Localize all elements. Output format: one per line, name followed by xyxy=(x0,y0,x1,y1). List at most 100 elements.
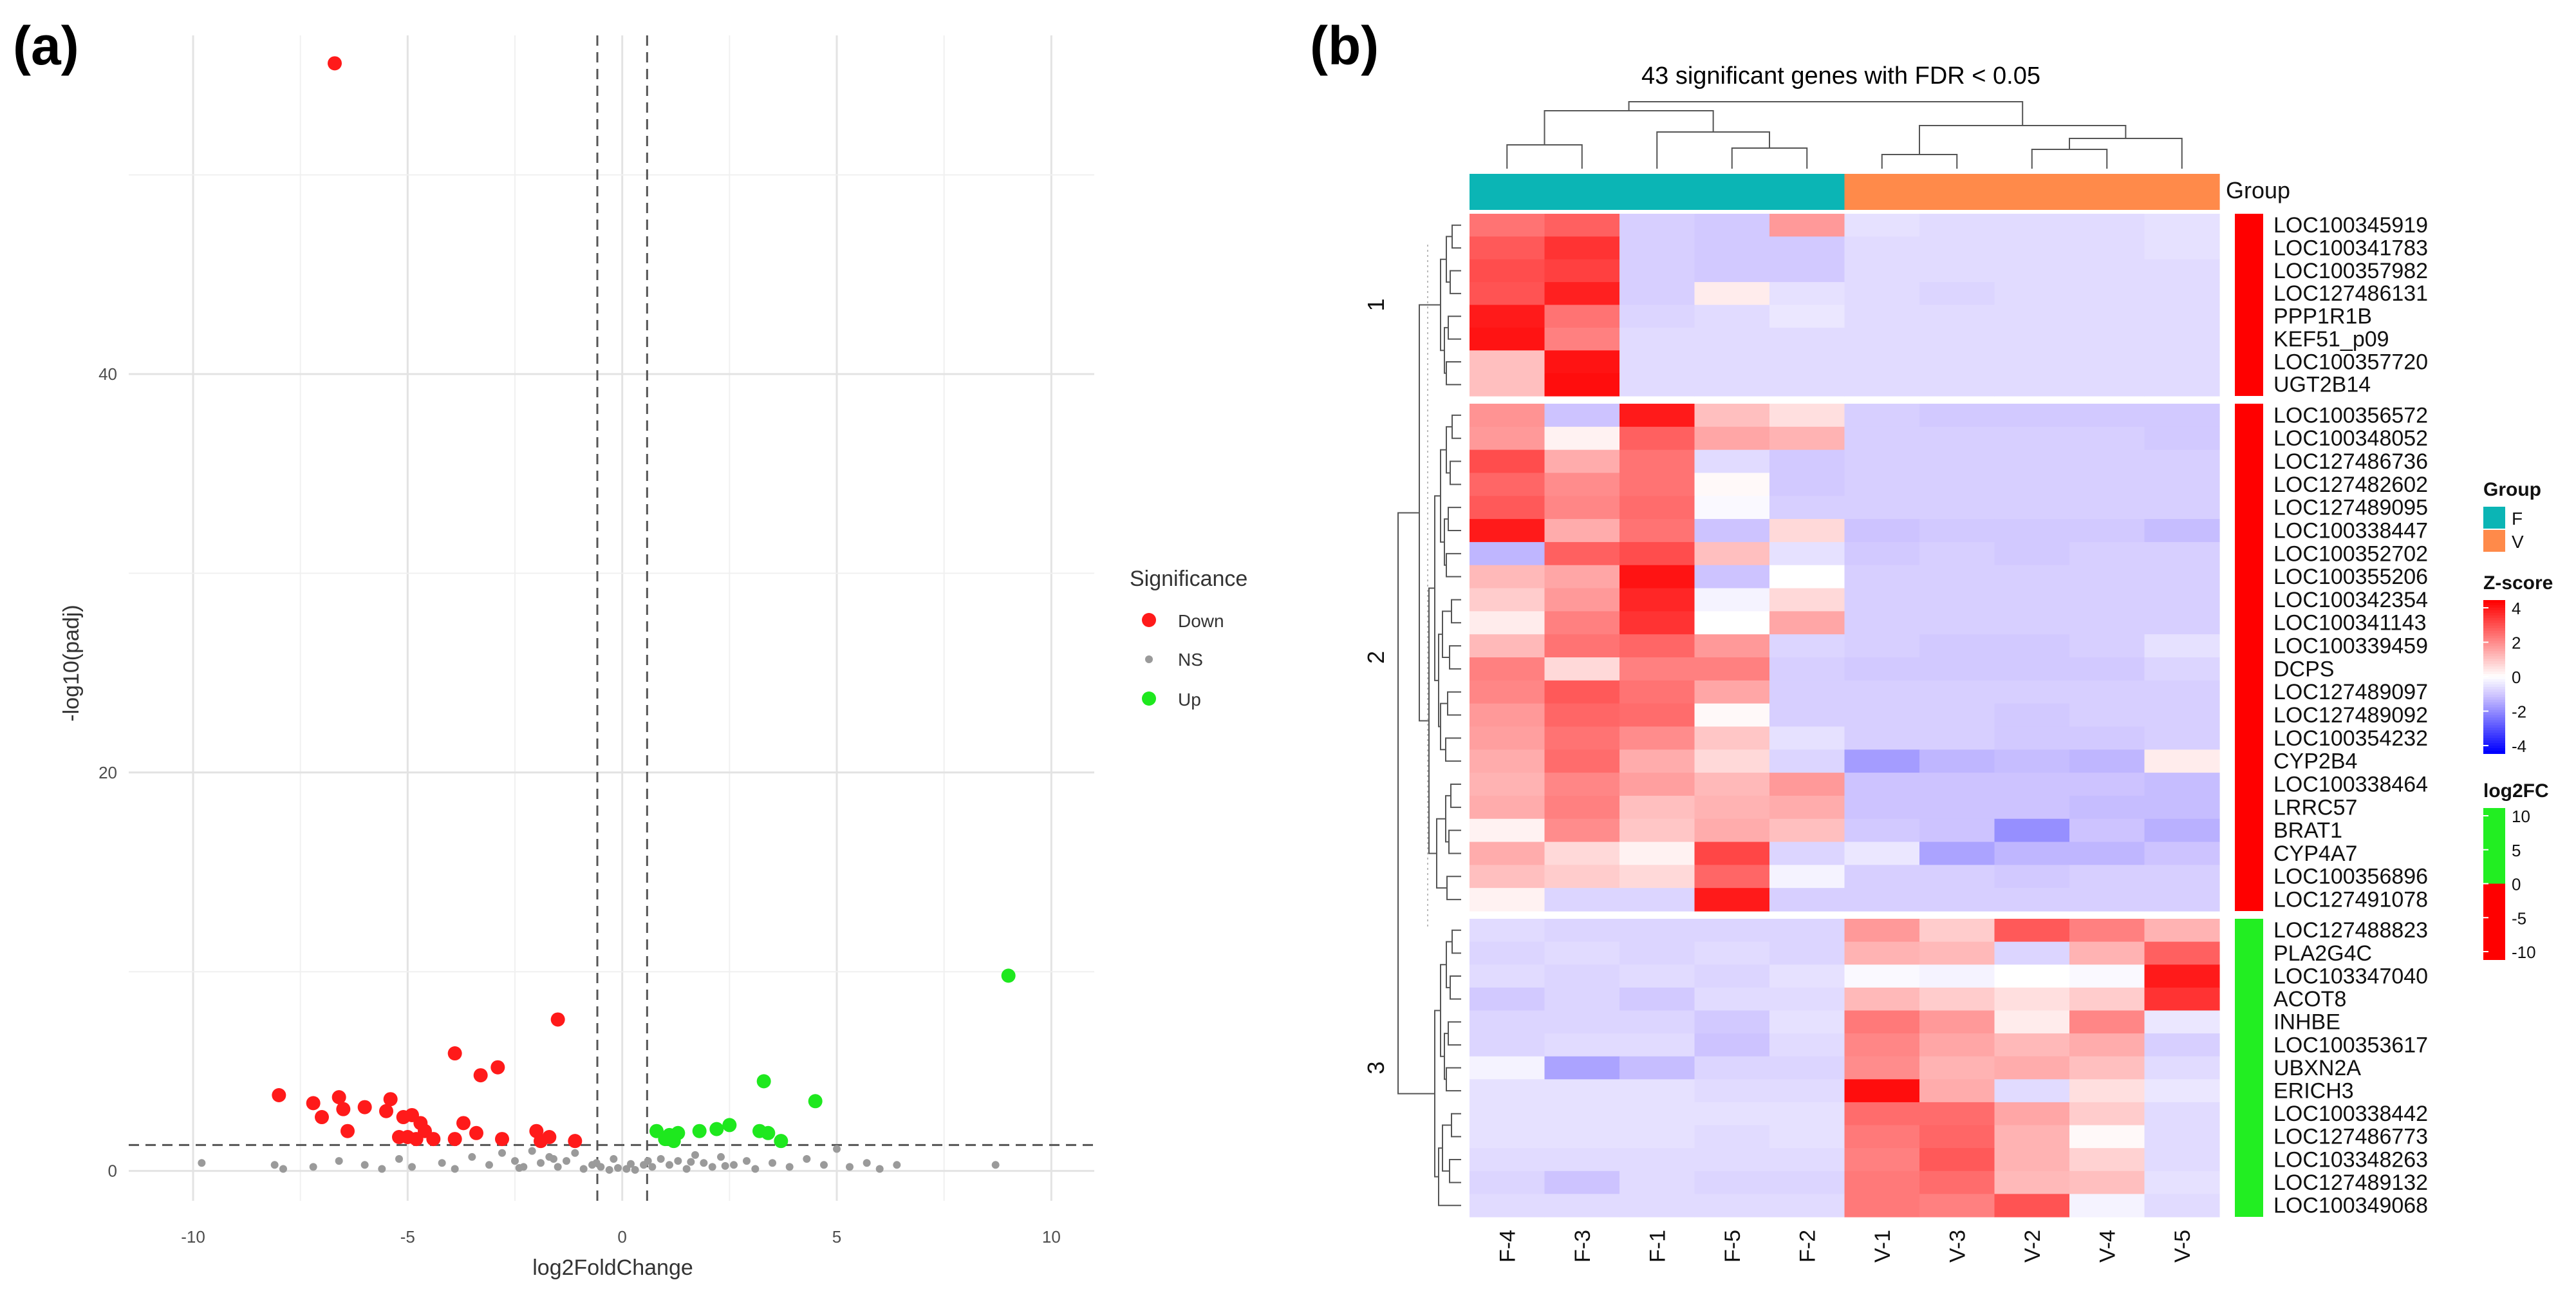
heatmap-cell xyxy=(1544,1033,1620,1057)
heatmap-cell xyxy=(1470,773,1545,796)
point-down xyxy=(392,1129,406,1144)
heatmap-cell xyxy=(1694,1056,1770,1080)
zscore-colorbar-step xyxy=(2483,607,2505,611)
log2fc-colorbar-step xyxy=(2483,939,2505,943)
gene-label: LOC127489092 xyxy=(2273,703,2428,728)
row-dendro-branch xyxy=(1446,552,1461,578)
heatmap-cell xyxy=(1919,964,1995,988)
heatmap-cell xyxy=(1694,1148,1770,1172)
heatmap-cell xyxy=(1919,305,1995,328)
log2fc-colorbar-step xyxy=(2483,863,2505,867)
gene-label: UBXN2A xyxy=(2273,1056,2361,1080)
zscore-colorbar-step xyxy=(2483,702,2505,706)
heatmap-cell xyxy=(1769,964,1845,988)
gene-label: LOC100357720 xyxy=(2273,350,2428,374)
heatmap-cell xyxy=(1470,726,1545,750)
log2fc-bar-3 xyxy=(2235,919,2263,1217)
log2fc-colorbar-step xyxy=(2483,908,2505,912)
heatmap-cell xyxy=(1619,611,1695,635)
heatmap-cell xyxy=(1619,1079,1695,1103)
log2fc-colorbar-step xyxy=(2483,848,2505,852)
heatmap-cell xyxy=(2144,818,2220,843)
heatmap-cell xyxy=(1994,842,2070,865)
heatmap-cell xyxy=(1919,1079,1995,1103)
volcano-tick-labels: -10 -5 0 5 10 0 20 40 xyxy=(98,364,1061,1246)
row-dendro-branch xyxy=(1451,1113,1461,1138)
log2fc-colorbar-step xyxy=(2483,916,2505,920)
heatmap-cell xyxy=(2144,1102,2220,1126)
sample-label: V-1 xyxy=(1871,1230,1895,1263)
heatmap-cell xyxy=(1769,1125,1845,1149)
heatmap-cell xyxy=(1994,404,2070,428)
point-ns xyxy=(563,1157,570,1165)
heatmap-cell xyxy=(1769,305,1845,328)
zscore-colorbar-step xyxy=(2483,638,2505,642)
point-ns xyxy=(515,1163,523,1172)
heatmap-cell xyxy=(2069,496,2145,520)
heatmap-cell xyxy=(2144,726,2220,750)
heatmap-cell xyxy=(1919,282,1995,306)
group-annotation-cell xyxy=(1844,174,1920,210)
row-dendro-branch xyxy=(1440,702,1448,751)
x-tick-label: 10 xyxy=(1042,1227,1061,1246)
heatmap-cell xyxy=(1694,236,1770,260)
column-dendrogram xyxy=(1506,101,2183,169)
heatmap-cell xyxy=(1694,657,1770,681)
heatmap-cell xyxy=(1769,373,1845,397)
zscore-colorbar-step xyxy=(2483,740,2505,744)
heatmap-cell xyxy=(1769,1171,1845,1194)
heatmap-cell xyxy=(2069,865,2145,889)
heatmap-cell xyxy=(1470,1171,1545,1194)
heatmap-cell xyxy=(1619,1102,1695,1126)
log2fc-colorbar-step xyxy=(2483,856,2505,860)
heatmap-cell xyxy=(1919,1102,1995,1126)
log2fc-colorbar-step xyxy=(2483,952,2505,955)
heatmap-cell xyxy=(1544,541,1620,566)
zscore-colorbar-step xyxy=(2483,623,2505,626)
volcano-points xyxy=(198,56,1016,1174)
heatmap-cell xyxy=(2144,519,2220,543)
heatmap-cell xyxy=(1769,611,1845,635)
log2fc-colorbar-step xyxy=(2483,891,2505,895)
heatmap-cell xyxy=(1844,611,1920,635)
heatmap-cell xyxy=(1769,987,1845,1011)
group-annotation-bar xyxy=(1470,174,2220,210)
heatmap-cell xyxy=(1544,657,1620,681)
log2fc-colorbar-step xyxy=(2483,818,2505,822)
heatmap-cell xyxy=(1844,795,1920,820)
heatmap-cell xyxy=(1769,680,1845,704)
group-annotation-cell xyxy=(1919,174,1995,210)
heatmap-cell xyxy=(1844,305,1920,328)
point-ns xyxy=(498,1149,506,1157)
heatmap-cell xyxy=(1544,1194,1620,1218)
heatmap-cell xyxy=(1919,703,1995,728)
heatmap-cell xyxy=(1619,426,1695,451)
heatmap-cell xyxy=(1769,496,1845,520)
heatmap-cell xyxy=(1844,634,1920,658)
heatmap-cell xyxy=(1470,1125,1545,1149)
gene-label: ACOT8 xyxy=(2273,987,2346,1011)
gene-label: LOC127491078 xyxy=(2273,888,2428,912)
log2fc-colorbar-step xyxy=(2483,828,2505,832)
gene-label: PPP1R1B xyxy=(2273,305,2372,329)
heatmap-cell xyxy=(1470,795,1545,820)
heatmap-cell xyxy=(1844,214,1920,237)
gene-label: LOC127489095 xyxy=(2273,496,2428,520)
heatmap-cell xyxy=(1619,941,1695,965)
heatmap-cell xyxy=(1994,987,2070,1011)
heatmap-cell xyxy=(1694,726,1770,750)
group-legend-v-label: V xyxy=(2512,532,2524,552)
point-ns xyxy=(691,1151,699,1159)
log2fc-colorbar-step xyxy=(2483,894,2505,898)
heatmap-cell xyxy=(1694,404,1770,428)
heatmap-cell xyxy=(1619,634,1695,658)
heatmap-cell xyxy=(1694,888,1770,912)
heatmap-cell xyxy=(1994,519,2070,543)
heatmap-cell xyxy=(1470,259,1545,283)
row-dendro-branch xyxy=(1451,599,1461,624)
zscore-colorbar-step xyxy=(2483,738,2505,742)
heatmap-cell xyxy=(1844,1056,1920,1080)
log2fc-colorbar-step xyxy=(2483,889,2505,892)
zscore-colorbar-step xyxy=(2483,643,2505,647)
point-ns xyxy=(610,1155,618,1163)
